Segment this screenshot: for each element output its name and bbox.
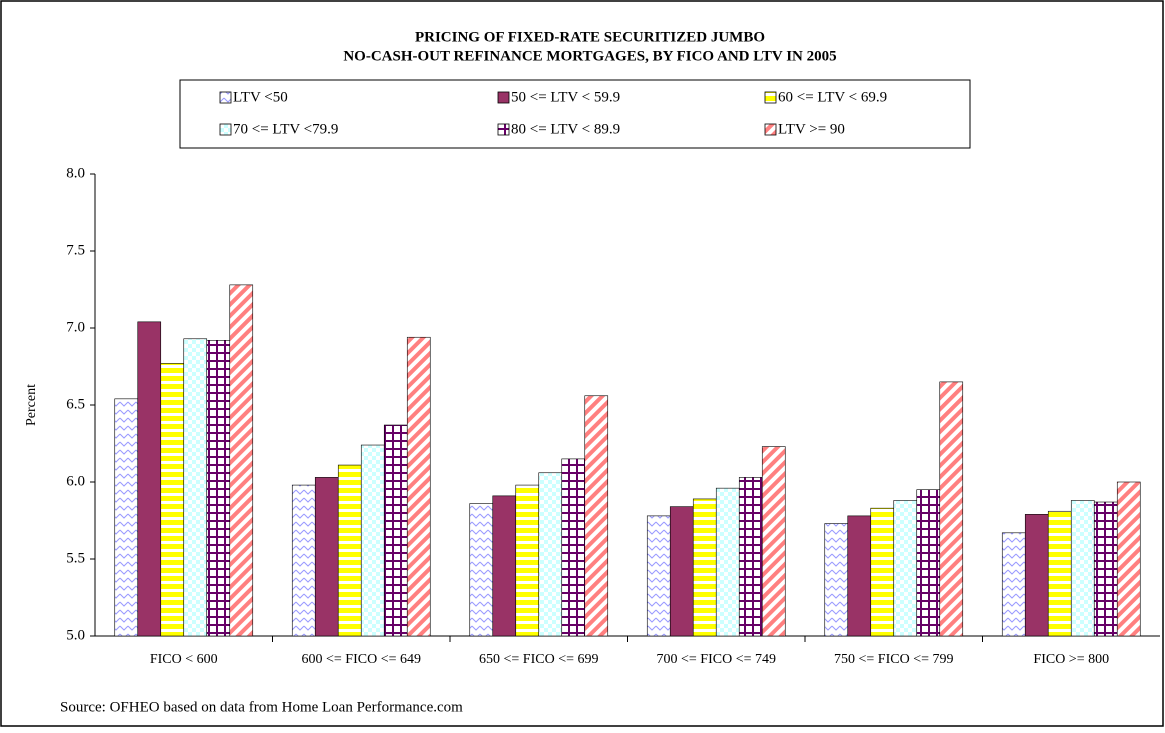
legend-label: LTV <50: [233, 89, 288, 105]
bar: [847, 515, 872, 637]
x-tick-label: 750 <= FICO <= 799: [834, 652, 953, 667]
chart-subtitle: NO-CASH-OUT REFINANCE MORTGAGES, BY FICO…: [343, 48, 836, 64]
bar: [160, 363, 185, 637]
chart-title: PRICING OF FIXED-RATE SECURITIZED JUMBO: [415, 29, 765, 45]
bar: [229, 284, 254, 637]
bar: [515, 484, 540, 637]
y-tick-label: 6.5: [66, 396, 85, 412]
bar: [1024, 514, 1049, 637]
bar: [492, 495, 517, 637]
bar: [206, 340, 231, 637]
bar: [893, 500, 918, 637]
bar: [383, 424, 408, 637]
bar: [291, 484, 316, 637]
bar: [114, 398, 139, 637]
y-tick-label: 7.0: [66, 319, 85, 335]
y-tick-label: 5.0: [66, 627, 85, 643]
bar: [584, 395, 609, 637]
bar: [646, 515, 671, 637]
bar: [469, 503, 494, 637]
bar: [360, 444, 385, 637]
legend-label: 50 <= LTV < 59.9: [511, 89, 620, 105]
legend-swatch: [764, 91, 777, 104]
legend-swatch: [497, 91, 510, 104]
bar: [1047, 510, 1072, 637]
bar: [669, 506, 694, 637]
legend-label: 60 <= LTV < 69.9: [778, 89, 887, 105]
y-tick-label: 5.5: [66, 550, 85, 566]
bar: [692, 498, 717, 637]
legend-label: 80 <= LTV < 89.9: [511, 121, 620, 137]
x-tick-label: FICO >= 800: [1033, 652, 1109, 667]
legend-label: 70 <= LTV <79.9: [233, 121, 338, 137]
legend-swatch: [219, 123, 232, 136]
legend-box: [179, 79, 971, 149]
x-tick-label: 650 <= FICO <= 699: [479, 652, 598, 667]
legend-swatch: [497, 123, 510, 136]
bar: [916, 489, 941, 637]
x-tick-label: FICO < 600: [150, 652, 218, 667]
bar: [1070, 500, 1095, 637]
bar: [1001, 532, 1026, 637]
legend-swatch: [219, 91, 232, 104]
bar: [870, 507, 895, 637]
source-note: Source: OFHEO based on data from Home Lo…: [60, 699, 463, 715]
y-tick-label: 7.5: [66, 242, 85, 258]
bar: [337, 464, 362, 637]
bar: [183, 338, 208, 637]
y-axis-label: Percent: [24, 384, 39, 426]
bar: [137, 321, 162, 637]
bar: [561, 458, 586, 637]
legend-label: LTV >= 90: [778, 121, 845, 137]
bar: [939, 381, 964, 637]
y-tick-label: 6.0: [66, 473, 85, 489]
bar: [314, 477, 339, 637]
bar: [715, 487, 740, 637]
x-tick-label: 700 <= FICO <= 749: [657, 652, 776, 667]
bar: [738, 477, 763, 637]
bar: [761, 446, 786, 637]
bar: [824, 523, 849, 637]
bar: [406, 336, 431, 637]
x-tick-label: 600 <= FICO <= 649: [302, 652, 421, 667]
legend-swatch: [764, 123, 777, 136]
bar: [538, 472, 563, 637]
bar: [1093, 501, 1118, 637]
y-tick-label: 8.0: [66, 165, 85, 181]
bar: [1116, 481, 1141, 637]
